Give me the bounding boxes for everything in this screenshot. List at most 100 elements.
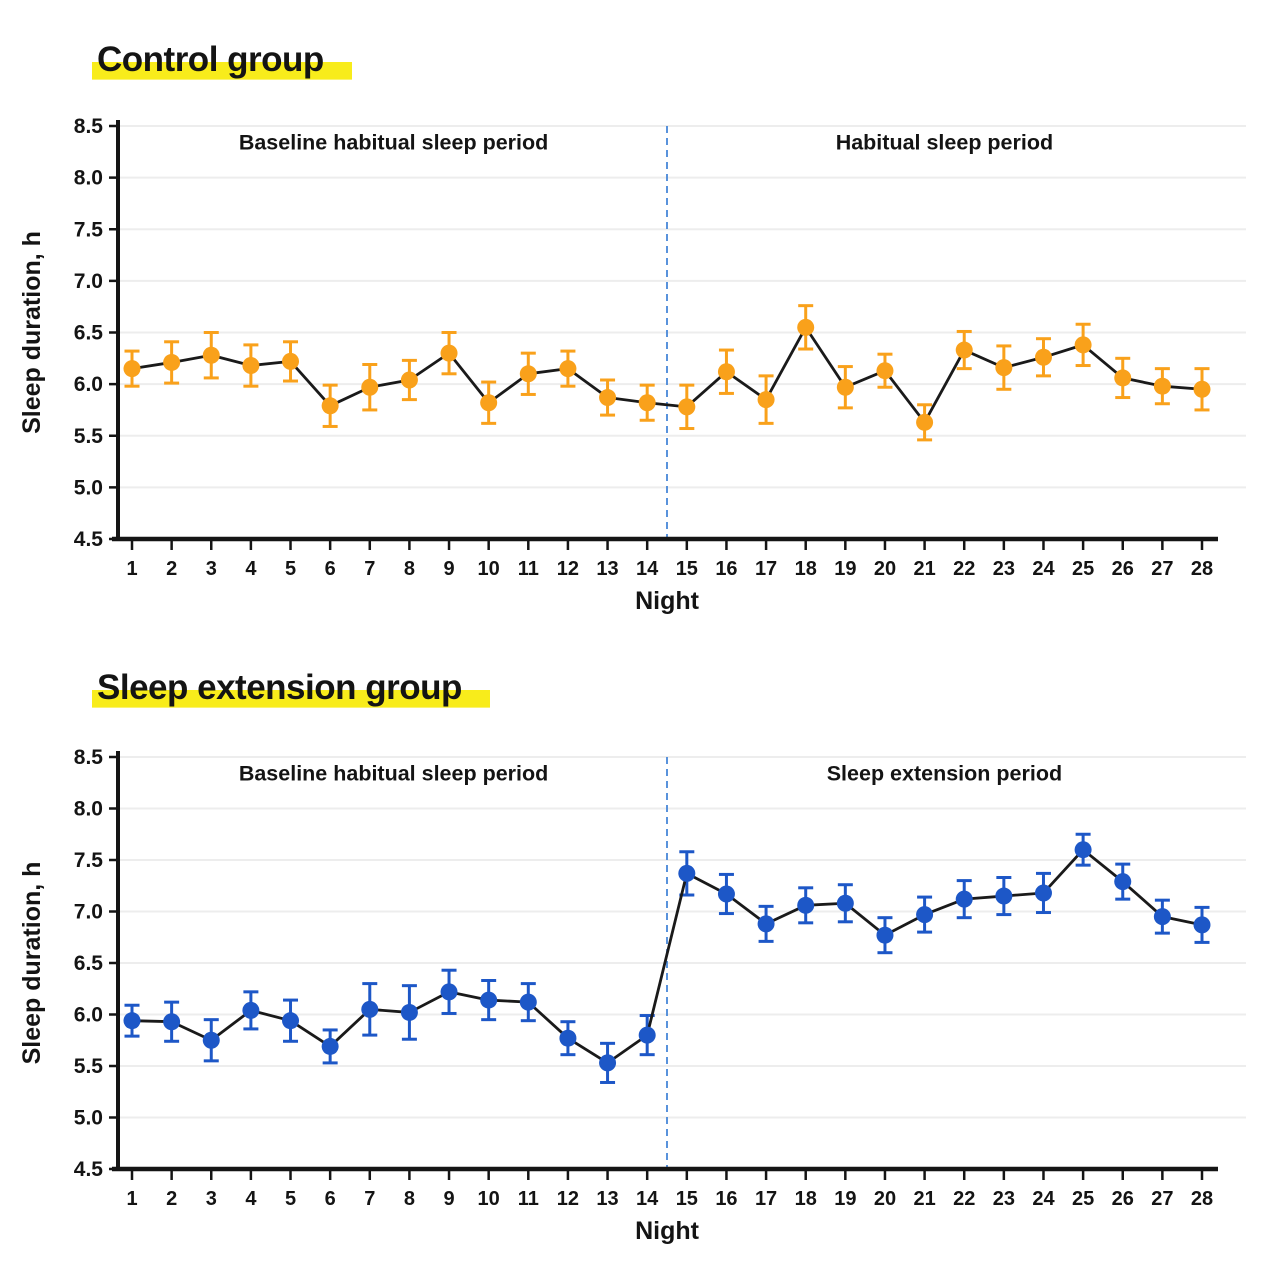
- data-point-marker: [1034, 884, 1052, 902]
- x-tick-label: 28: [1191, 558, 1213, 580]
- data-point-marker: [480, 394, 498, 412]
- x-tick-label: 11: [518, 558, 539, 580]
- data-point-marker: [321, 1037, 339, 1055]
- y-tick-label: 7.0: [74, 270, 103, 293]
- data-point-marker: [163, 1013, 181, 1031]
- x-tick-label: 5: [285, 558, 296, 580]
- x-tick-label: 9: [443, 558, 454, 580]
- data-point-marker: [559, 1029, 577, 1047]
- y-tick-label: 8.0: [74, 167, 103, 190]
- y-tick-label: 5.0: [74, 1107, 103, 1130]
- y-tick-label: 6.0: [74, 373, 103, 396]
- x-tick-label: 3: [206, 1188, 217, 1210]
- x-tick-label: 10: [478, 558, 500, 580]
- data-point-marker: [480, 991, 498, 1009]
- data-point-marker: [282, 1012, 300, 1030]
- data-point-marker: [361, 1000, 379, 1018]
- x-tick-label: 2: [166, 558, 177, 580]
- x-tick-label: 7: [364, 558, 375, 580]
- data-point-marker: [559, 360, 577, 378]
- period-annotation-label: Sleep extension period: [827, 761, 1062, 785]
- data-point-marker: [242, 357, 260, 375]
- period-annotation-label: Baseline habitual sleep period: [239, 130, 548, 154]
- data-point-marker: [995, 359, 1013, 377]
- x-tick-label: 5: [285, 1188, 296, 1210]
- x-tick-label: 15: [676, 558, 698, 580]
- data-point-marker: [1074, 841, 1092, 859]
- data-point-marker: [1114, 369, 1132, 387]
- data-point-marker: [599, 1054, 617, 1072]
- data-point-marker: [202, 1031, 220, 1049]
- data-point-marker: [361, 378, 379, 396]
- x-tick-label: 23: [993, 558, 1015, 580]
- x-tick-label: 9: [443, 1188, 454, 1210]
- data-point-marker: [440, 983, 458, 1001]
- data-point-marker: [519, 993, 537, 1011]
- data-point-marker: [440, 344, 458, 362]
- data-point-marker: [916, 413, 934, 431]
- data-point-marker: [1114, 873, 1132, 891]
- data-point-marker: [123, 360, 141, 378]
- y-tick-label: 8.5: [74, 115, 104, 138]
- x-tick-label: 1: [126, 1188, 137, 1210]
- y-tick-label: 7.5: [74, 218, 104, 241]
- period-annotation-label: Habitual sleep period: [836, 130, 1053, 154]
- x-tick-label: 22: [953, 558, 975, 580]
- trend-line: [131, 325, 1203, 424]
- x-axis-title: Night: [635, 1217, 700, 1245]
- x-tick-label: 16: [715, 558, 737, 580]
- data-point-marker: [638, 1026, 656, 1044]
- data-point-marker: [599, 389, 617, 407]
- data-point-marker: [519, 365, 537, 383]
- data-point-marker: [282, 352, 300, 370]
- x-tick-label: 11: [518, 1188, 539, 1210]
- x-tick-label: 13: [596, 558, 618, 580]
- data-point-marker: [955, 890, 973, 908]
- x-tick-label: 17: [755, 1188, 777, 1210]
- x-tick-label: 26: [1112, 558, 1134, 580]
- x-tick-label: 23: [993, 1188, 1015, 1210]
- data-point-marker: [757, 915, 775, 933]
- data-point-marker: [678, 398, 696, 416]
- data-point-marker: [797, 318, 815, 336]
- x-tick-label: 19: [834, 558, 856, 580]
- x-tick-label: 20: [874, 1188, 896, 1210]
- data-point-marker: [916, 906, 934, 924]
- x-tick-label: 22: [953, 1188, 975, 1210]
- x-tick-label: 6: [325, 558, 336, 580]
- data-point-marker: [400, 1003, 418, 1021]
- sleep-extension-group-title-text: Sleep extension group: [92, 668, 490, 711]
- control-group-title: Control group: [92, 40, 352, 83]
- x-tick-label: 6: [325, 1188, 336, 1210]
- y-tick-label: 4.5: [74, 528, 104, 551]
- y-tick-label: 8.5: [74, 746, 104, 769]
- x-tick-label: 10: [478, 1188, 500, 1210]
- y-tick-label: 5.0: [74, 476, 103, 499]
- x-tick-label: 27: [1151, 558, 1173, 580]
- data-point-marker: [876, 926, 894, 944]
- data-point-marker: [321, 397, 339, 415]
- data-point-marker: [1153, 377, 1171, 395]
- y-tick-label: 5.5: [74, 1055, 104, 1078]
- y-tick-label: 8.0: [74, 798, 103, 821]
- x-tick-label: 14: [636, 558, 659, 580]
- x-tick-label: 21: [913, 1188, 935, 1210]
- x-tick-label: 8: [404, 1188, 415, 1210]
- data-point-marker: [955, 341, 973, 359]
- y-axis-title: Sleep duration, h: [18, 231, 46, 434]
- sleep-extension-group-title: Sleep extension group: [92, 668, 490, 711]
- data-point-marker: [995, 887, 1013, 905]
- data-point-marker: [1074, 336, 1092, 354]
- x-tick-label: 16: [715, 1188, 737, 1210]
- y-tick-label: 4.5: [74, 1158, 104, 1181]
- x-tick-label: 13: [596, 1188, 618, 1210]
- x-tick-label: 2: [166, 1188, 177, 1210]
- data-point-marker: [400, 371, 418, 389]
- y-tick-label: 6.5: [74, 952, 104, 975]
- x-tick-label: 8: [404, 558, 415, 580]
- y-tick-label: 5.5: [74, 425, 104, 448]
- trend-line: [131, 848, 1203, 1065]
- y-axis-title: Sleep duration, h: [18, 862, 46, 1065]
